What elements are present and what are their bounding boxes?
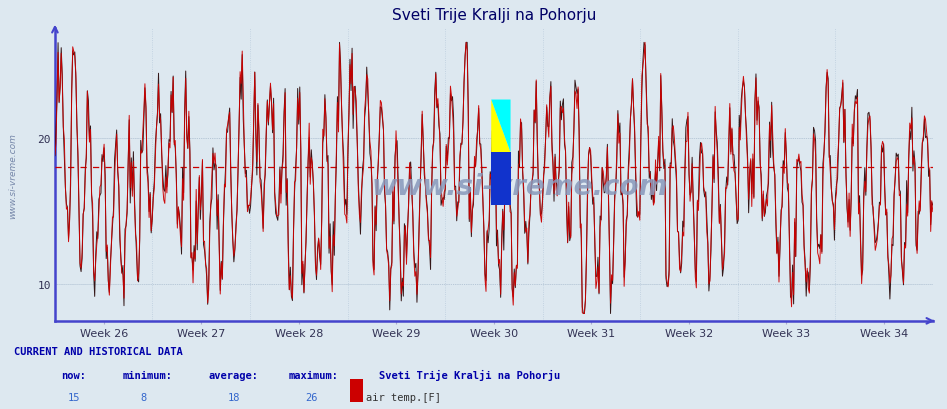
Title: Sveti Trije Kralji na Pohorju: Sveti Trije Kralji na Pohorju	[392, 8, 596, 23]
Polygon shape	[491, 100, 510, 153]
Text: air temp.[F]: air temp.[F]	[366, 392, 441, 402]
Text: maximum:: maximum:	[289, 370, 339, 380]
Text: CURRENT AND HISTORICAL DATA: CURRENT AND HISTORICAL DATA	[14, 346, 183, 356]
Text: now:: now:	[62, 370, 86, 380]
Text: minimum:: minimum:	[123, 370, 173, 380]
Text: 8: 8	[140, 392, 147, 402]
Text: www.si-vreme.com: www.si-vreme.com	[372, 173, 669, 200]
Polygon shape	[491, 100, 510, 153]
Text: 18: 18	[227, 392, 240, 402]
Text: 26: 26	[305, 392, 317, 402]
Text: average:: average:	[208, 370, 259, 380]
Text: www.si-vreme.com: www.si-vreme.com	[8, 133, 17, 219]
Text: Sveti Trije Kralji na Pohorju: Sveti Trije Kralji na Pohorju	[379, 369, 560, 380]
FancyBboxPatch shape	[491, 153, 510, 206]
Text: 15: 15	[68, 392, 80, 402]
